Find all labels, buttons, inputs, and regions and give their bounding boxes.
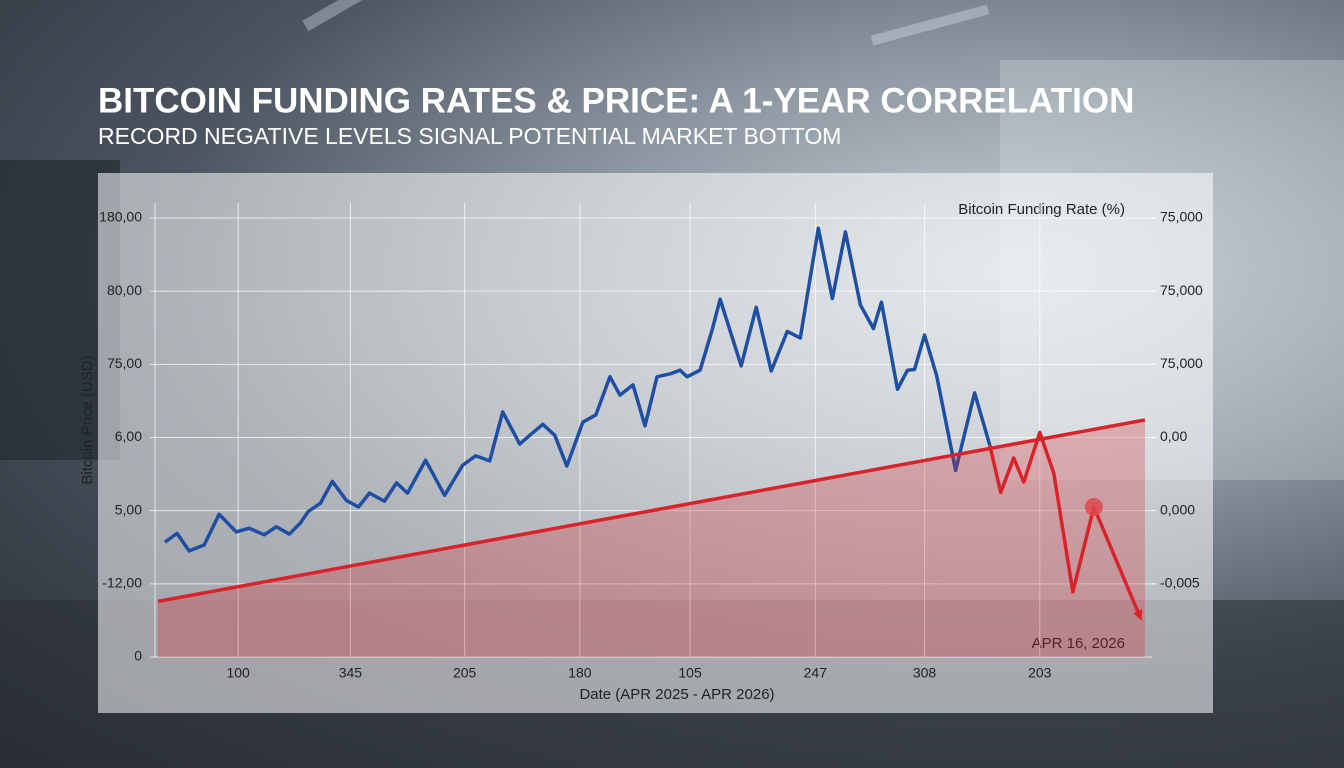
legend-entry: Bitcoin Funding Rate (%) (958, 201, 1125, 218)
y2-tick-label: 75,000 (1160, 355, 1203, 371)
annotation: APR 16, 2026 (1032, 635, 1125, 652)
line (987, 430, 1143, 621)
x-tick-label: 308 (913, 665, 937, 681)
chart-subtitle: RECORD NEGATIVE LEVELS SIGNAL POTENTIAL … (98, 123, 841, 149)
y2-tick-label: 75,000 (1160, 282, 1203, 298)
y-tick-label: 80,00 (107, 282, 142, 298)
x-tick-label: 180 (568, 665, 592, 681)
x-tick-label: 345 (339, 665, 363, 681)
x-axis-label: Date (APR 2025 - APR 2026) (579, 686, 774, 703)
line (157, 418, 1146, 604)
chart-title: BITCOIN FUNDING RATES & PRICE: A 1-YEAR … (98, 81, 1134, 120)
y-tick-label: 75,00 (107, 355, 142, 371)
area (158, 419, 1145, 657)
x-tick-label: 205 (453, 665, 477, 681)
y-tick-label: 5,00 (115, 501, 142, 517)
y-axis-label: Bitcoin Price (USD) (79, 355, 96, 484)
y-tick-label: 6,00 (115, 428, 142, 444)
x-tick-label: 100 (226, 665, 250, 681)
y-tick-label: 0 (134, 648, 142, 664)
y2-tick-label: 0,00 (1160, 428, 1187, 444)
highlight-dot (1084, 498, 1103, 517)
y-tick-label: -12,00 (102, 575, 142, 591)
y-tick-label: 180,00 (99, 209, 142, 225)
x-tick-label: 247 (804, 665, 828, 681)
x-tick-label: 203 (1028, 665, 1052, 681)
y2-tick-label: 0,000 (1160, 501, 1195, 517)
y2-tick-label: 75,000 (1160, 209, 1203, 225)
grid (150, 203, 1156, 658)
x-tick-label: 105 (678, 665, 702, 681)
line (163, 226, 992, 553)
y2-tick-label: -0,005 (1160, 575, 1200, 591)
